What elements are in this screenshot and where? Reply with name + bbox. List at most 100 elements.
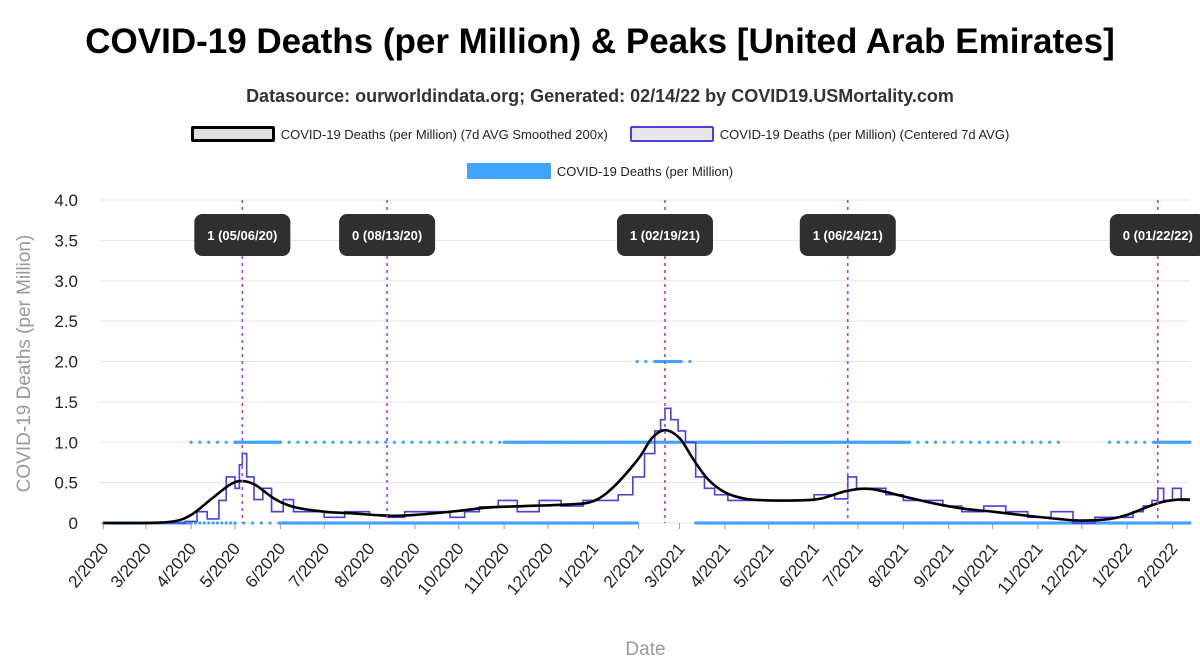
daily-point: [1039, 440, 1043, 444]
peak-label-box: [799, 214, 896, 256]
peak-label-box: [616, 214, 713, 256]
x-tick-label: 6/2021: [775, 539, 823, 591]
daily-point: [969, 440, 973, 444]
daily-point: [207, 440, 211, 444]
x-tick-label: 1/2021: [554, 539, 602, 591]
daily-point: [189, 440, 193, 444]
x-tick-label: 8/2020: [331, 539, 379, 591]
daily-point: [977, 440, 982, 444]
daily-point: [1188, 440, 1192, 444]
daily-point: [635, 521, 639, 525]
peak-label: 0 (01/22/22): [1123, 228, 1193, 243]
daily-point: [220, 521, 224, 525]
daily-point: [348, 440, 353, 444]
legend-item-daily[interactable]: COVID-19 Deaths (per Million): [466, 163, 734, 179]
daily-point: [498, 440, 502, 444]
daily-point: [189, 521, 193, 525]
daily-point: [207, 521, 211, 525]
daily-point: [679, 359, 683, 364]
daily-point: [1134, 440, 1138, 444]
x-tick-label: 2/2021: [600, 539, 648, 591]
daily-point: [445, 440, 449, 444]
legend-row-1: COVID-19 Deaths (per Million) (7d AVG Sm…: [0, 126, 1200, 142]
x-tick-label: 5/2020: [196, 539, 244, 591]
daily-point: [644, 359, 648, 364]
x-tick-label: 3/2020: [107, 539, 155, 591]
daily-point: [1021, 440, 1025, 444]
x-tick-label: 12/2021: [1037, 539, 1091, 598]
legend-item-centered[interactable]: COVID-19 Deaths (per Million) (Centered …: [629, 126, 1010, 142]
legend-swatch-centered: [629, 126, 714, 142]
x-tick-label: 4/2021: [686, 539, 734, 591]
daily-point: [635, 359, 639, 364]
daily-point: [1030, 440, 1034, 444]
y-axis-title: COVID-19 Deaths (per Million): [14, 235, 35, 493]
peak-label-box: [194, 214, 291, 256]
daily-point: [278, 440, 282, 444]
centered-7d-avg-line: [103, 407, 1190, 524]
smoothed-7d-avg-line: [103, 428, 1191, 525]
daily-point: [454, 440, 458, 444]
daily-point: [357, 440, 361, 444]
x-tick-label: 8/2021: [864, 539, 912, 591]
daily-point: [259, 521, 263, 525]
daily-point: [1012, 440, 1017, 444]
daily-point: [1004, 440, 1008, 444]
x-tick-label: 2/2020: [64, 539, 112, 591]
chart-subtitle: Datasource: ourworldindata.org; Generate…: [246, 86, 954, 106]
x-tick-label: 7/2021: [819, 539, 867, 591]
daily-point: [296, 440, 300, 444]
chart-title: COVID-19 Deaths (per Million) & Peaks [U…: [85, 22, 1115, 61]
y-tick-label: 4.0: [54, 191, 78, 210]
daily-point: [384, 440, 388, 444]
daily-point: [942, 440, 946, 444]
x-tick-label: 10/2021: [948, 539, 1002, 598]
daily-point: [233, 521, 237, 525]
daily-point: [1116, 440, 1120, 444]
x-tick-label: 7/2020: [285, 539, 333, 591]
daily-point: [427, 440, 432, 444]
x-tick-label: 3/2021: [641, 539, 689, 591]
daily-point: [202, 521, 206, 525]
daily-point: [224, 440, 228, 444]
x-tick-label: 2/2022: [1134, 539, 1182, 591]
daily-point: [375, 440, 379, 444]
y-tick-label: 1.0: [54, 433, 78, 452]
daily-point: [366, 440, 370, 444]
legend-label-daily: COVID-19 Deaths (per Million): [556, 163, 734, 179]
daily-point: [313, 440, 318, 444]
x-tick-label: 12/2020: [503, 539, 557, 598]
peak-label: 1 (05/06/20): [207, 228, 277, 243]
daily-point: [229, 521, 233, 525]
legend-swatch-smoothed: [190, 126, 275, 142]
daily-point: [688, 359, 692, 364]
daily-point: [471, 440, 475, 444]
daily-point: [322, 440, 326, 444]
daily-point: [198, 521, 202, 525]
peak-label: 1 (02/19/21): [630, 228, 700, 243]
daily-point: [198, 440, 202, 444]
daily-point: [419, 440, 423, 444]
daily-point: [986, 440, 990, 444]
daily-point: [1143, 440, 1147, 444]
daily-point: [340, 440, 344, 444]
daily-point: [995, 440, 999, 444]
daily-point: [268, 521, 272, 525]
legend-swatch-daily: [466, 163, 551, 179]
daily-points-series: [101, 359, 1192, 525]
x-tick-label: 5/2021: [730, 539, 778, 591]
legend-row-2: COVID-19 Deaths (per Million): [0, 163, 1200, 179]
daily-point: [215, 440, 220, 444]
x-tick-label: 1/2022: [1088, 539, 1136, 591]
daily-point: [250, 521, 255, 525]
legend-label-centered: COVID-19 Deaths (per Million) (Centered …: [719, 126, 1010, 142]
peak-label-box: [1109, 214, 1200, 256]
peak-label: 1 (06/24/21): [813, 228, 883, 243]
y-tick-label: 0.5: [54, 474, 78, 493]
daily-point: [1125, 440, 1129, 444]
y-tick-label: 2.0: [54, 353, 78, 372]
daily-point: [287, 440, 291, 444]
legend-item-smoothed[interactable]: COVID-19 Deaths (per Million) (7d AVG Sm…: [190, 126, 608, 142]
daily-point: [392, 440, 397, 444]
